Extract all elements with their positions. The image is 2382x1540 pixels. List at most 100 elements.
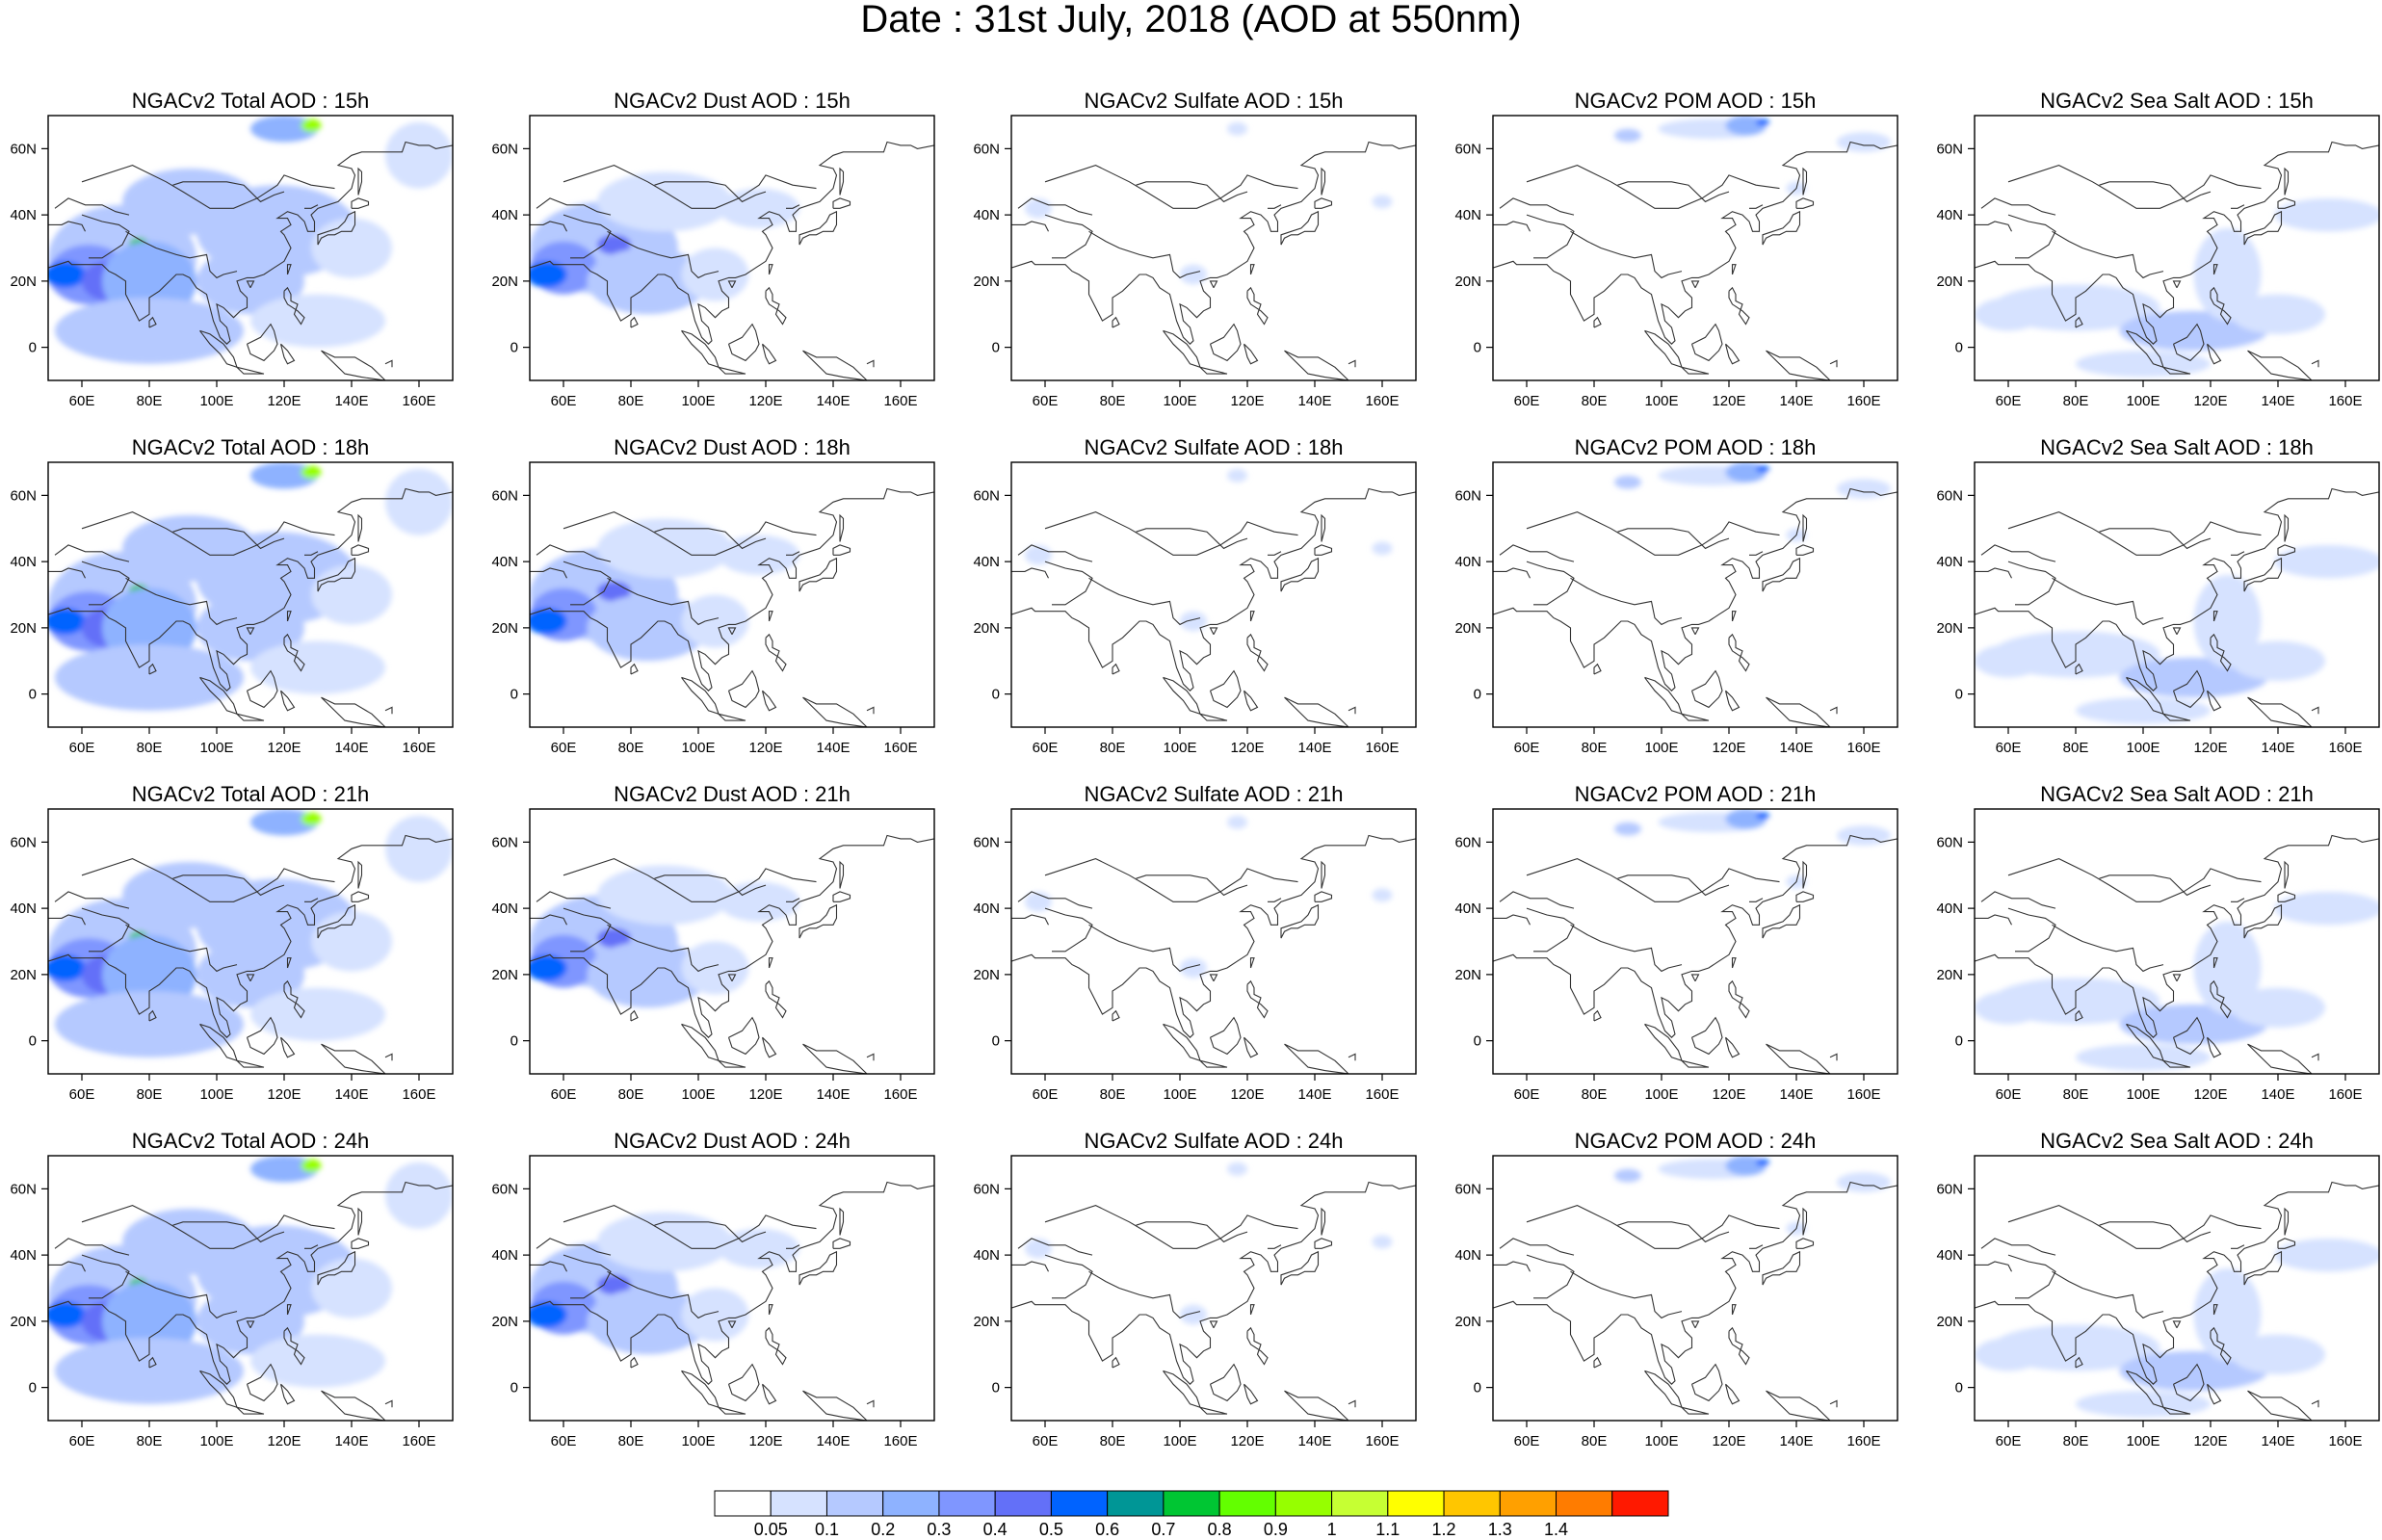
y-tick-label: 0	[1474, 1380, 1481, 1396]
x-tick-label: 120E	[1230, 740, 1264, 756]
x-tick-label: 120E	[267, 393, 301, 409]
x-tick-label: 140E	[1779, 1086, 1813, 1103]
aod-field	[301, 812, 322, 825]
aod-field	[1373, 1236, 1393, 1249]
y-tick-label: 0	[1955, 1380, 1963, 1396]
x-tick-label: 140E	[334, 1086, 368, 1103]
y-tick-label: 20N	[973, 620, 1000, 637]
x-tick-label: 100E	[1163, 1433, 1196, 1449]
colorbar-swatch	[995, 1491, 1051, 1516]
x-tick-label: 60E	[1514, 393, 1540, 409]
x-tick-label: 120E	[1712, 393, 1745, 409]
panel-title: NGACv2 Sulfate AOD : 24h	[1011, 1129, 1416, 1154]
coastline	[1760, 727, 1787, 734]
y-tick-label: 40N	[1454, 1247, 1481, 1264]
y-tick-label: 60N	[491, 141, 518, 157]
y-tick-label: 60N	[1454, 834, 1481, 850]
y-tick-label: 60N	[10, 487, 37, 504]
x-tick-label: 120E	[1230, 393, 1264, 409]
aod-field	[1837, 1172, 1891, 1192]
colorbar-swatch	[771, 1491, 826, 1516]
aod-field	[682, 248, 749, 301]
x-tick-label: 80E	[2063, 393, 2089, 409]
x-tick-label: 60E	[69, 1433, 95, 1449]
aod-field	[1975, 1338, 2042, 1370]
x-tick-label: 60E	[1996, 1086, 2022, 1103]
x-tick-label: 120E	[1712, 740, 1745, 756]
x-tick-label: 100E	[2126, 740, 2160, 756]
x-tick-label: 80E	[1582, 393, 1608, 409]
aod-field	[682, 942, 749, 995]
panel-title: NGACv2 Sea Salt AOD : 21h	[1975, 782, 2379, 807]
x-tick-label: 140E	[1297, 740, 1331, 756]
aod-field	[301, 1159, 322, 1172]
coastline	[2241, 1074, 2268, 1081]
y-tick-label: 0	[510, 1380, 518, 1396]
x-tick-label: 140E	[2261, 393, 2294, 409]
x-tick-label: 80E	[1100, 1086, 1126, 1103]
x-tick-label: 60E	[1514, 1086, 1540, 1103]
y-tick-label: 60N	[10, 141, 37, 157]
y-tick-label: 40N	[1454, 901, 1481, 917]
y-tick-label: 40N	[1454, 554, 1481, 570]
colorbar-swatch	[1108, 1491, 1164, 1516]
x-tick-label: 120E	[2193, 740, 2227, 756]
x-tick-label: 60E	[1996, 1433, 2022, 1449]
x-tick-label: 60E	[1514, 740, 1540, 756]
x-tick-label: 160E	[402, 740, 435, 756]
x-tick-label: 160E	[883, 393, 917, 409]
x-tick-label: 80E	[2063, 1086, 2089, 1103]
colorbar-swatch	[715, 1491, 771, 1516]
x-tick-label: 120E	[1230, 1086, 1264, 1103]
x-tick-label: 80E	[618, 1086, 644, 1103]
aod-field	[45, 608, 86, 635]
panel-title: NGACv2 POM AOD : 15h	[1493, 89, 1898, 114]
y-tick-label: 20N	[1936, 620, 1963, 637]
colorbar-swatch	[1219, 1491, 1275, 1516]
x-tick-label: 80E	[1582, 1086, 1608, 1103]
y-tick-label: 60N	[1454, 487, 1481, 504]
panel-title: NGACv2 Sulfate AOD : 15h	[1011, 89, 1416, 114]
y-tick-label: 0	[1955, 687, 1963, 703]
x-tick-label: 100E	[1163, 393, 1196, 409]
coastline	[2241, 727, 2268, 734]
x-tick-label: 80E	[137, 393, 163, 409]
x-tick-label: 100E	[2126, 393, 2160, 409]
aod-field	[1227, 1162, 1247, 1176]
x-tick-label: 60E	[1996, 740, 2022, 756]
y-tick-label: 40N	[10, 901, 37, 917]
x-tick-label: 100E	[681, 740, 715, 756]
panel-title: NGACv2 Sea Salt AOD : 18h	[1975, 435, 2379, 460]
x-tick-label: 140E	[334, 393, 368, 409]
aod-field	[527, 261, 567, 288]
x-tick-label: 60E	[551, 740, 577, 756]
x-tick-label: 160E	[1846, 1086, 1880, 1103]
x-tick-label: 120E	[267, 740, 301, 756]
aod-field	[527, 954, 567, 981]
x-tick-label: 60E	[1033, 1433, 1059, 1449]
x-tick-label: 160E	[402, 1086, 435, 1103]
y-tick-label: 0	[1474, 687, 1481, 703]
coastline	[797, 1074, 824, 1081]
aod-field	[597, 865, 732, 925]
y-tick-label: 20N	[973, 1314, 1000, 1330]
y-tick-label: 20N	[10, 1314, 37, 1330]
colorbar	[713, 1489, 1670, 1518]
x-tick-label: 160E	[1846, 1433, 1880, 1449]
